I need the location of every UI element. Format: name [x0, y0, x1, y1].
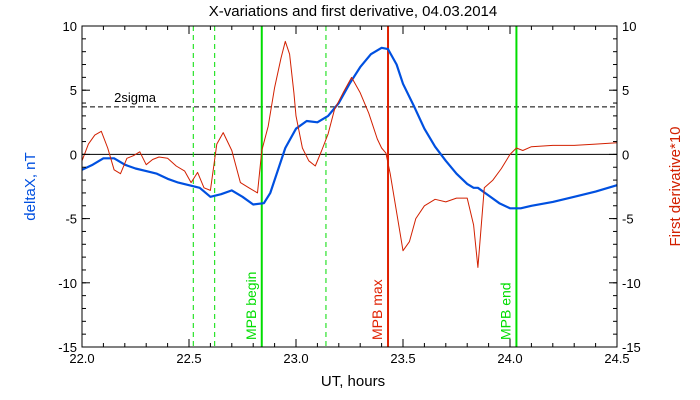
y-tick-label-left-1: 5 [70, 83, 77, 98]
x-tick-label-4: 24.0 [497, 351, 522, 366]
x-tick-label-5: 24.5 [604, 351, 629, 366]
sigma-label: 2sigma [114, 90, 157, 105]
y-axis-label-right: First derivative*10 [667, 126, 684, 246]
x-tick-label-1: 22.5 [176, 351, 201, 366]
y-tick-label-left-4: -10 [58, 276, 77, 291]
y-tick-label-left-2: 0 [70, 147, 77, 162]
x-tick-label-2: 23.0 [283, 351, 308, 366]
y-tick-label-right-5: -15 [622, 340, 641, 355]
x-axis-label: UT, hours [321, 373, 385, 390]
y-tick-label-right-1: 5 [622, 83, 629, 98]
y-tick-label-left-3: -5 [65, 212, 77, 227]
vertical-line-label-5: MPB end [497, 282, 513, 340]
y-axis-label-left: deltaX, nT [22, 152, 39, 220]
y-tick-label-right-0: 10 [622, 19, 636, 34]
y-tick-label-right-3: -5 [622, 212, 634, 227]
plot-area: 2sigma MPB begin MPB max MPB end 22.0 22.5 23.… [58, 19, 641, 366]
vertical-line-label-3: MPB begin [243, 272, 259, 340]
series-deltaX-line [81, 46, 618, 210]
vertical-line-label-4: MPB max [369, 279, 385, 340]
y-tick-label-left-5: -15 [58, 340, 77, 355]
x-tick-label-3: 23.5 [390, 351, 415, 366]
x-tick-label-0: 22.0 [69, 351, 94, 366]
chart-title: X-variations and first derivative, 04.03… [209, 3, 498, 20]
y-tick-label-right-2: 0 [622, 147, 629, 162]
y-tick-label-right-4: -10 [622, 276, 641, 291]
plot-frame [81, 25, 618, 348]
series-derivative-line [81, 40, 618, 268]
y-tick-label-left-0: 10 [63, 19, 77, 34]
